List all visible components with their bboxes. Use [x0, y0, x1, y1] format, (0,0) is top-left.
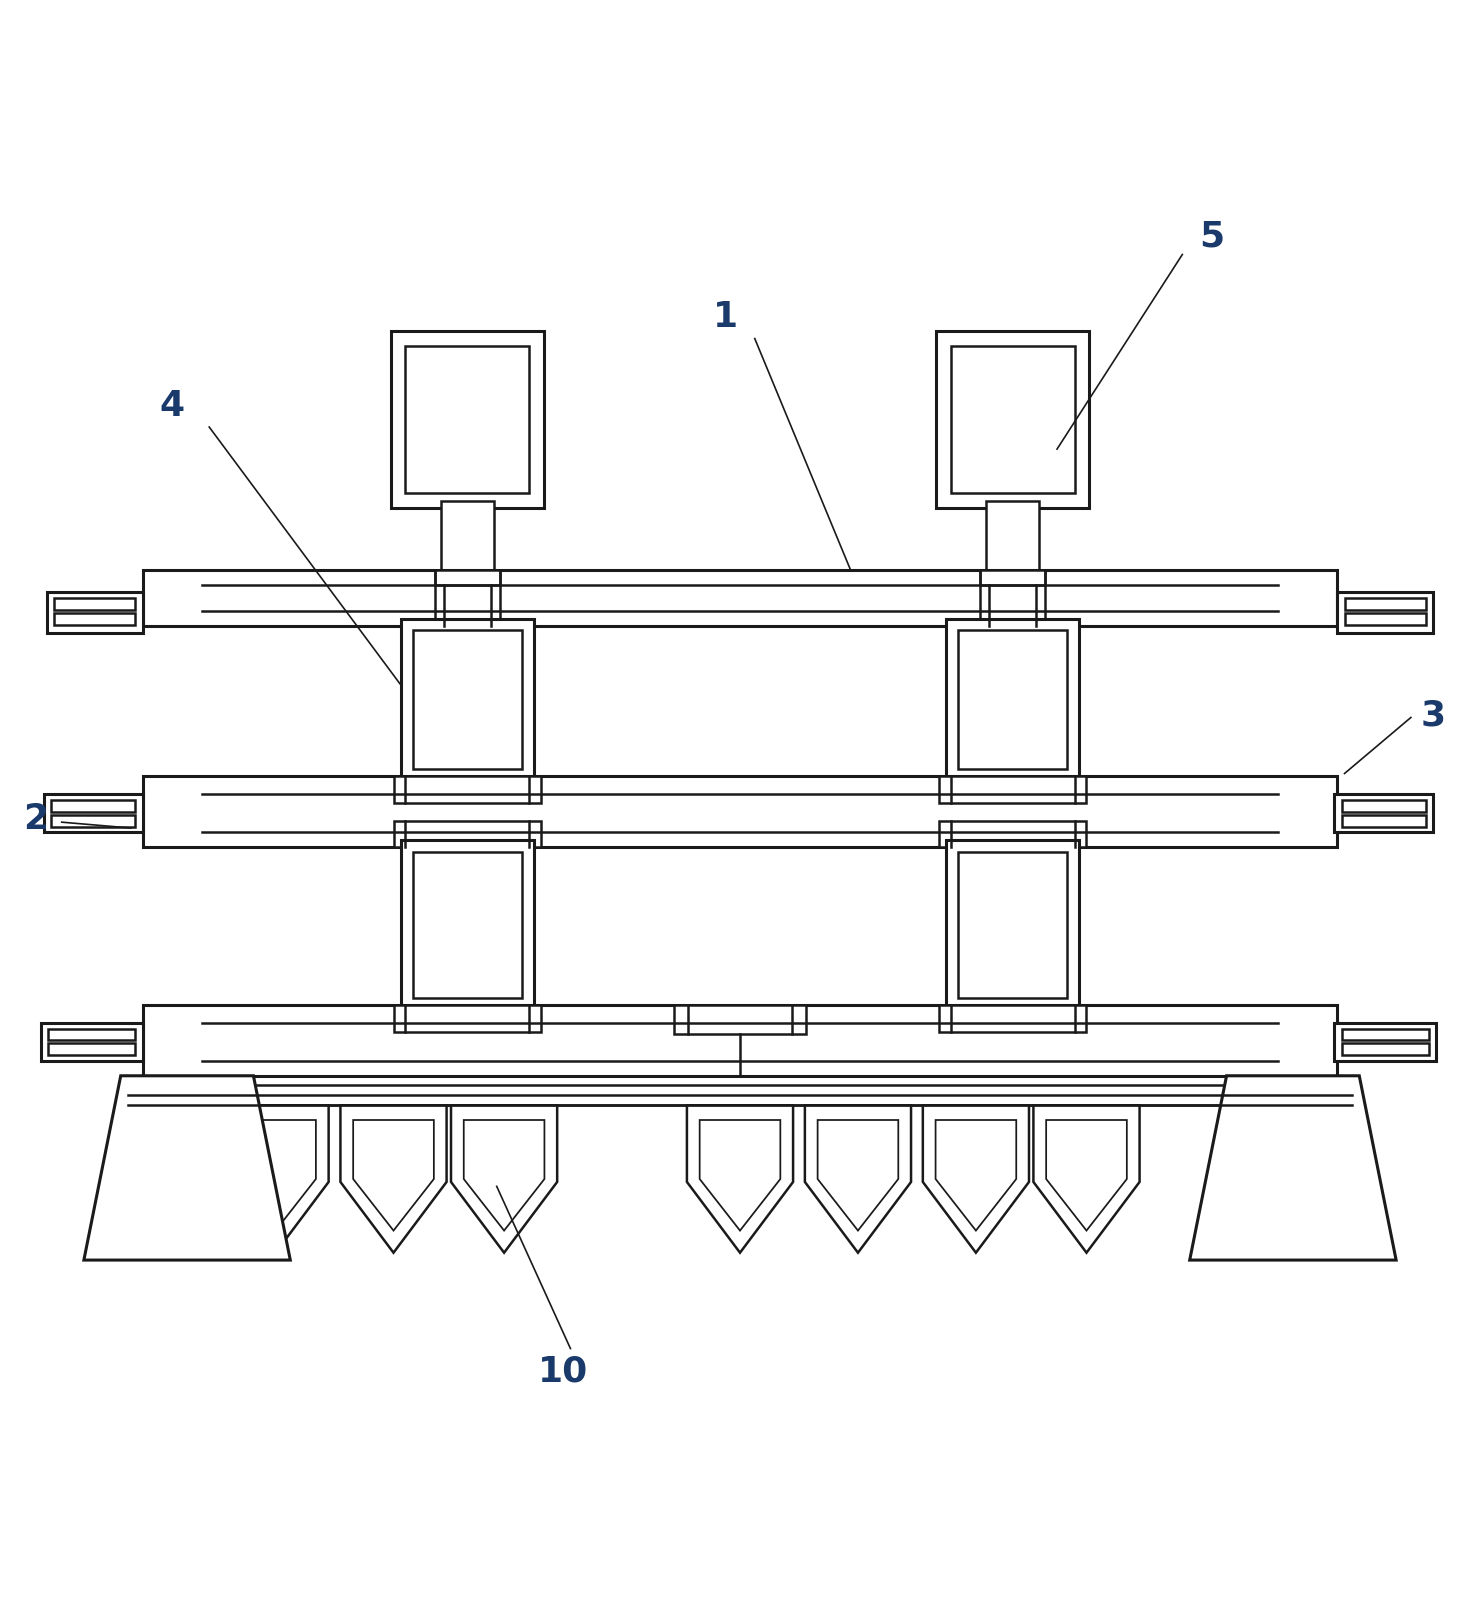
Bar	[441, 501, 494, 575]
Polygon shape	[222, 1106, 329, 1253]
Bar	[47, 593, 144, 635]
Bar	[55, 614, 136, 625]
Bar	[413, 852, 522, 998]
Bar	[958, 852, 1067, 998]
Bar	[1341, 815, 1425, 828]
Bar	[49, 1043, 136, 1056]
Bar	[129, 1085, 1351, 1106]
Bar	[55, 599, 136, 611]
Bar	[41, 1024, 144, 1061]
Polygon shape	[935, 1120, 1017, 1231]
Bar	[44, 794, 144, 832]
Bar	[946, 840, 1079, 1009]
Bar	[49, 1028, 136, 1041]
Bar	[950, 347, 1074, 493]
Polygon shape	[817, 1120, 898, 1231]
Bar	[144, 570, 1336, 627]
Bar	[1344, 614, 1425, 625]
Bar	[394, 821, 542, 848]
Text: 5: 5	[1199, 219, 1224, 254]
Bar	[986, 501, 1039, 575]
Bar	[1333, 794, 1433, 832]
Bar	[401, 840, 534, 1009]
Bar	[673, 1006, 807, 1035]
Text: 1: 1	[713, 301, 739, 334]
Bar	[937, 333, 1089, 509]
Bar	[394, 776, 542, 804]
Polygon shape	[451, 1106, 556, 1253]
Bar	[413, 632, 522, 770]
Bar	[938, 821, 1086, 848]
Bar	[1341, 1028, 1428, 1041]
Polygon shape	[340, 1106, 447, 1253]
Bar	[1333, 1024, 1436, 1061]
Bar	[406, 347, 530, 493]
Bar	[401, 619, 534, 781]
Bar	[938, 1006, 1086, 1032]
Bar	[144, 1006, 1336, 1077]
Bar	[1336, 593, 1433, 635]
Polygon shape	[1033, 1106, 1140, 1253]
Polygon shape	[924, 1106, 1029, 1253]
Bar	[980, 570, 1045, 627]
Polygon shape	[84, 1077, 290, 1260]
Bar	[958, 632, 1067, 770]
Bar	[946, 619, 1079, 781]
Bar	[1344, 599, 1425, 611]
Bar	[1341, 1043, 1428, 1056]
Bar	[435, 570, 500, 627]
Polygon shape	[687, 1106, 793, 1253]
Polygon shape	[235, 1120, 315, 1231]
Text: 10: 10	[537, 1353, 588, 1388]
Polygon shape	[354, 1120, 434, 1231]
Bar	[52, 800, 136, 813]
Bar	[144, 776, 1336, 848]
Text: 2: 2	[22, 802, 47, 836]
Polygon shape	[1046, 1120, 1126, 1231]
Polygon shape	[805, 1106, 912, 1253]
Polygon shape	[1190, 1077, 1396, 1260]
Polygon shape	[700, 1120, 780, 1231]
Text: 3: 3	[1421, 697, 1446, 733]
Bar	[1341, 800, 1425, 813]
Bar	[394, 1006, 542, 1032]
Bar	[52, 815, 136, 828]
Bar	[938, 776, 1086, 804]
Bar	[391, 333, 543, 509]
Text: 4: 4	[160, 389, 185, 423]
Polygon shape	[463, 1120, 545, 1231]
